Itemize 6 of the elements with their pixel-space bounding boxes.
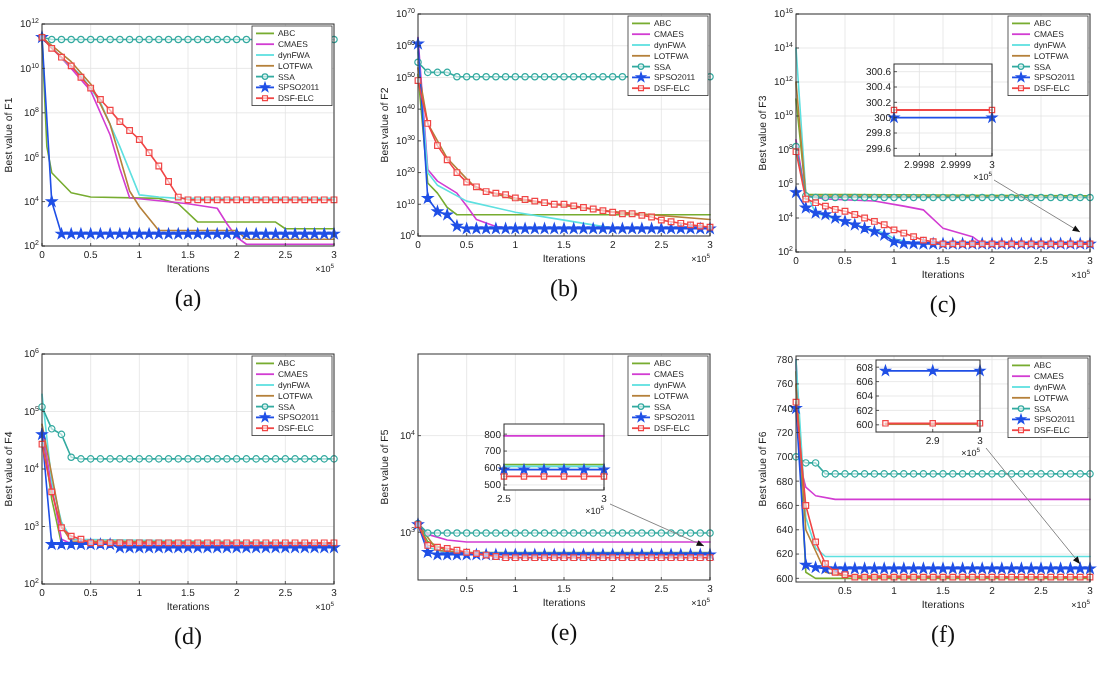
text: (a)	[174, 284, 202, 312]
text: (e)	[550, 618, 578, 646]
text: (d)	[174, 622, 202, 650]
text: (f)	[931, 620, 955, 648]
text: (b)	[550, 274, 578, 302]
text: (c)	[929, 290, 957, 318]
